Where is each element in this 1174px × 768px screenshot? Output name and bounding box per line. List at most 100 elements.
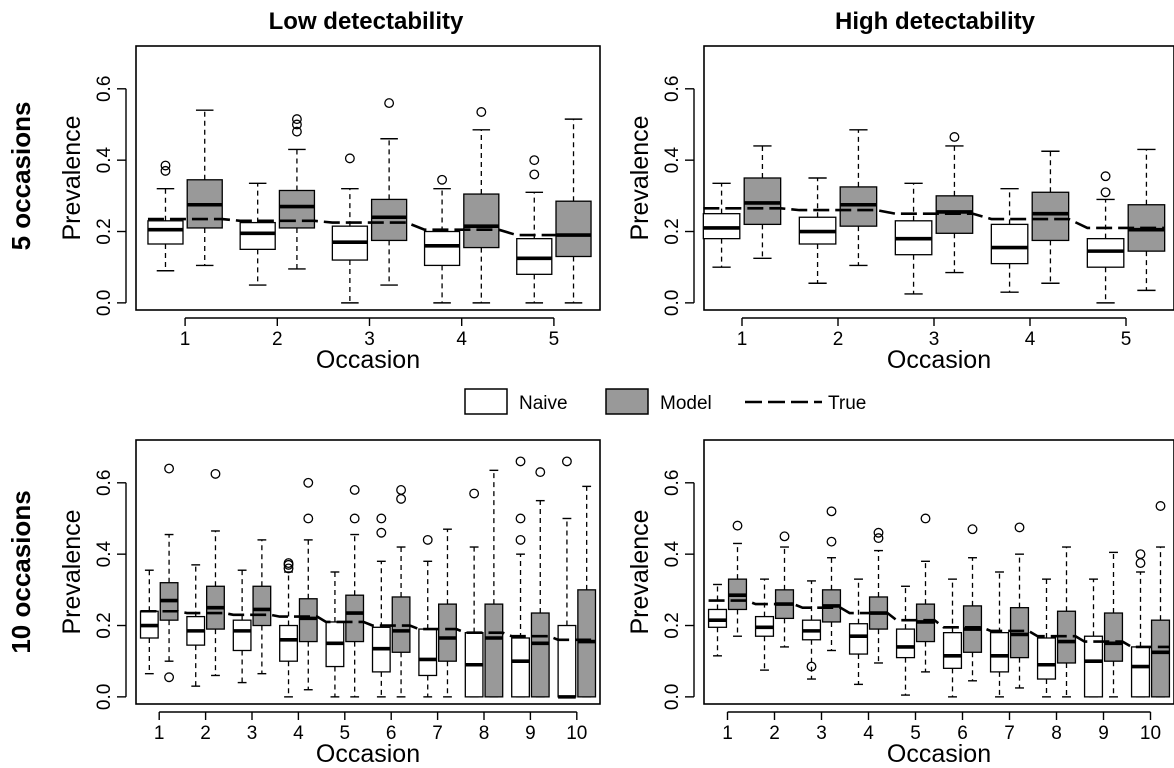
naive-box xyxy=(754,578,775,671)
naive-box xyxy=(511,456,530,698)
naive-outlier xyxy=(422,534,433,545)
naive-outlier xyxy=(515,534,526,545)
naive-box xyxy=(942,578,963,698)
model-box xyxy=(206,468,225,677)
x-tick-label: 2 xyxy=(769,723,780,744)
naive-outlier xyxy=(469,488,480,499)
model-box xyxy=(484,469,504,698)
naive-box-body xyxy=(239,221,276,251)
naive-outlier xyxy=(515,456,526,467)
true-prevalence-line xyxy=(140,609,596,642)
naive-box-body xyxy=(1083,635,1104,698)
model-box xyxy=(1127,148,1166,292)
model-box xyxy=(1009,522,1030,689)
y-tick-label: 0.6 xyxy=(94,470,115,496)
model-box xyxy=(962,524,983,682)
y-tick-label: 0.4 xyxy=(94,541,115,568)
y-axis-label: Prevalence xyxy=(58,509,86,634)
model-box-body xyxy=(252,585,272,627)
plot-frame xyxy=(135,45,601,311)
y-tick-label: 0.2 xyxy=(662,218,683,244)
x-tick-label: 10 xyxy=(1140,723,1161,744)
y-tick-label: 0.4 xyxy=(662,541,683,568)
model-box xyxy=(1056,546,1077,698)
model-box-body xyxy=(1103,612,1124,662)
naive-box xyxy=(186,564,206,687)
x-tick-label: 1 xyxy=(154,723,165,744)
naive-box xyxy=(232,569,252,684)
model-box xyxy=(839,129,878,267)
naive-box xyxy=(325,571,345,698)
model-box xyxy=(370,98,408,286)
row-title-10: 10 occasions xyxy=(6,490,36,653)
model-outlier xyxy=(732,520,743,531)
naive-box-body xyxy=(557,624,577,698)
naive-box-body xyxy=(989,631,1010,673)
naive-box xyxy=(848,578,869,686)
legend-naive-swatch xyxy=(464,388,508,415)
model-outlier xyxy=(967,524,978,535)
model-box-body xyxy=(463,193,500,249)
naive-box-body xyxy=(1036,637,1057,680)
legend-model-label: Model xyxy=(660,393,712,414)
model-outlier xyxy=(303,513,314,524)
legend-true-label: True xyxy=(828,393,866,414)
model-box xyxy=(774,531,795,648)
naive-box-body xyxy=(232,619,252,652)
naive-box-body xyxy=(942,631,963,669)
y-tick-label: 0.6 xyxy=(662,76,683,102)
x-axis-label: Occasion xyxy=(316,740,420,768)
x-tick-label: 5 xyxy=(549,329,560,350)
naive-outlier xyxy=(1135,558,1146,569)
naive-box xyxy=(418,534,438,698)
naive-box-body xyxy=(511,637,530,698)
model-box xyxy=(1031,150,1070,284)
x-axis-label: Occasion xyxy=(316,346,420,374)
model-box-body xyxy=(484,603,504,698)
naive-box xyxy=(798,177,837,284)
naive-box xyxy=(990,188,1029,293)
model-box xyxy=(530,467,550,698)
model-box-body xyxy=(1031,191,1070,242)
model-outlier xyxy=(476,107,487,117)
x-tick-label: 3 xyxy=(816,723,827,744)
naive-box xyxy=(516,155,553,304)
x-tick-label: 3 xyxy=(247,723,258,744)
model-box xyxy=(727,520,748,637)
model-box xyxy=(278,114,316,270)
naive-box xyxy=(371,513,391,698)
naive-box-body xyxy=(990,223,1029,265)
model-outlier xyxy=(291,114,302,125)
naive-box xyxy=(702,182,741,268)
model-outlier xyxy=(291,119,302,130)
naive-outlier xyxy=(561,456,572,467)
model-outlier xyxy=(826,506,837,517)
model-outlier xyxy=(210,468,221,479)
naive-outlier xyxy=(344,153,355,164)
legend: Naive Model True xyxy=(464,388,866,415)
x-tick-label: 8 xyxy=(479,723,490,744)
model-outlier xyxy=(779,531,790,542)
model-outlier xyxy=(873,527,884,538)
model-outlier xyxy=(303,477,314,488)
naive-box xyxy=(464,488,484,698)
naive-outlier xyxy=(1135,549,1146,560)
panel-10-occasions-high-detectability: 0.0 0.2 0.4 0.6 Prevalence 1 2 3 4 5 6 7 8 9 10 Occasio… xyxy=(626,439,1174,768)
x-tick-label: 8 xyxy=(1051,723,1062,744)
x-tick-label: 3 xyxy=(364,329,375,350)
x-tick-label: 5 xyxy=(1121,329,1132,350)
legend-naive-label: Naive xyxy=(519,393,568,414)
row-title-5: 5 occasions xyxy=(6,102,36,251)
model-outlier xyxy=(164,672,175,683)
naive-box-body xyxy=(848,623,869,655)
model-outlier xyxy=(826,536,837,547)
x-axis-label: Occasion xyxy=(887,740,991,768)
model-box xyxy=(577,485,597,698)
naive-outlier xyxy=(376,513,387,524)
naive-box-body xyxy=(279,624,298,662)
naive-box-body xyxy=(147,220,184,245)
y-axis-label: Prevalence xyxy=(58,115,86,240)
naive-outlier xyxy=(515,513,526,524)
model-outlier xyxy=(349,513,360,524)
